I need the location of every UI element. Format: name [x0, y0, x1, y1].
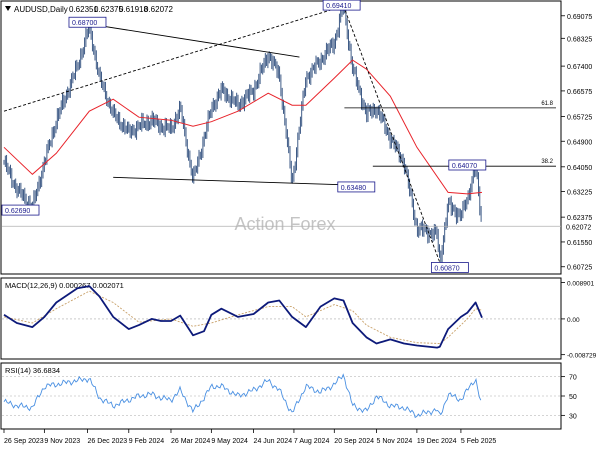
price-point-box [337, 181, 376, 193]
price-axis-label: 0.68325 [567, 36, 592, 43]
price-point-label: 0.68700 [68, 16, 107, 28]
rsi-pane [0, 362, 562, 430]
low-value: 0.61918 [119, 5, 148, 14]
time-axis-label: 26 Mar 2024 [171, 438, 210, 445]
macd-pane [0, 277, 562, 360]
rsi-axis-label: 50 [569, 394, 577, 401]
price-axis: 0.69075 0.68325 0.67400 0.66575 0.65725 0.649… [561, 14, 592, 272]
time-axis-label: 26 Dec 2023 [87, 438, 127, 445]
time-axis-label: 26 Sep 2023 [4, 438, 44, 445]
rsi-line [3, 373, 482, 419]
time-axis-label: 9 Feb 2024 [129, 438, 165, 445]
macd-line [3, 285, 483, 349]
time-axis: 26 Sep 2023 9 Nov 2023 26 Dec 2023 9 Feb 20… [3, 429, 497, 445]
price-point-label: 0.64070 [448, 159, 487, 171]
fib-level-label: 38.2 [541, 159, 553, 165]
price-point-label: 0.69410 [322, 0, 361, 11]
price-point-text: 0.62690 [5, 208, 30, 215]
rsi-title: RSI(14) 36.6834 [5, 366, 60, 375]
fib-level-label: 61.8 [541, 101, 553, 107]
close-value: 0.62072 [144, 5, 173, 14]
macd-title: MACD(12,26,9) 0.000267 0.002071 [5, 281, 124, 290]
price-point-text: 0.64070 [452, 163, 477, 170]
price-axis-label: 0.66575 [567, 89, 592, 96]
price-point-box [448, 159, 487, 171]
current-price-tag [562, 221, 598, 232]
moving-average-line [3, 59, 483, 195]
dashed-trendline [3, 5, 344, 112]
price-point-text: 0.63480 [341, 185, 366, 192]
price-point-box [1, 204, 40, 216]
rsi-axis: 70 50 30 [2, 375, 577, 420]
time-axis-label: 20 Sep 2024 [334, 438, 374, 445]
price-axis-label: 0.60725 [567, 265, 592, 272]
triangle-down-icon[interactable] [5, 6, 11, 11]
price-axis-label: 0.63225 [567, 190, 592, 197]
price-axis-label: 0.64900 [567, 139, 592, 146]
time-axis-label: 9 Nov 2023 [44, 438, 80, 445]
price-point-text: 0.68700 [72, 20, 97, 27]
symbol-label: AUDUSD,Daily [14, 5, 68, 14]
current-price-label: 0.62072 [566, 224, 591, 231]
dashed-trendline [343, 5, 441, 263]
price-pane [0, 0, 562, 275]
macd-axis-label: 0.00 [567, 317, 580, 324]
trendline [113, 176, 345, 186]
time-axis-label: 7 Aug 2024 [294, 438, 330, 445]
price-point-text: 0.69410 [326, 3, 351, 10]
macd-axis-label: 0.008901 [567, 280, 594, 287]
time-axis-label: 24 Jun 2024 [254, 438, 293, 445]
price-axis-label: 0.67400 [567, 64, 592, 71]
watermark: Action Forex [234, 214, 335, 234]
price-point-box [430, 262, 469, 273]
chart-header: AUDUSD,Daily 0.62351 0.62375 0.61918 0.6… [5, 5, 173, 14]
open-value: 0.62351 [69, 5, 98, 14]
trendline [89, 23, 300, 58]
rsi-axis-label: 70 [569, 375, 577, 382]
price-axis-label: 0.65725 [567, 114, 592, 121]
price-point-box [68, 16, 107, 28]
time-axis-label: 19 Dec 2024 [417, 438, 457, 445]
time-axis-label: 5 Feb 2025 [461, 438, 497, 445]
price-point-label: 0.62690 [1, 204, 40, 216]
price-point-label: 0.63480 [337, 181, 376, 193]
price-axis-label: 0.61550 [567, 240, 592, 247]
price-point-text: 0.60870 [434, 265, 459, 272]
time-axis-label: 9 May 2024 [211, 438, 248, 445]
price-point-box [322, 0, 361, 11]
macd-axis: 0.008901 0.00 -0.008729 [561, 280, 597, 360]
rsi-axis-label: 30 [569, 413, 577, 420]
high-value: 0.62375 [94, 5, 123, 14]
price-point-label: 0.60870 [430, 262, 469, 273]
time-axis-label: 5 Nov 2024 [377, 438, 413, 445]
price-axis-label: 0.69075 [567, 14, 592, 21]
price-axis-label: 0.64050 [567, 165, 592, 172]
price-axis-label: 0.62375 [567, 215, 592, 222]
macd-axis-label: -0.008729 [567, 353, 597, 360]
